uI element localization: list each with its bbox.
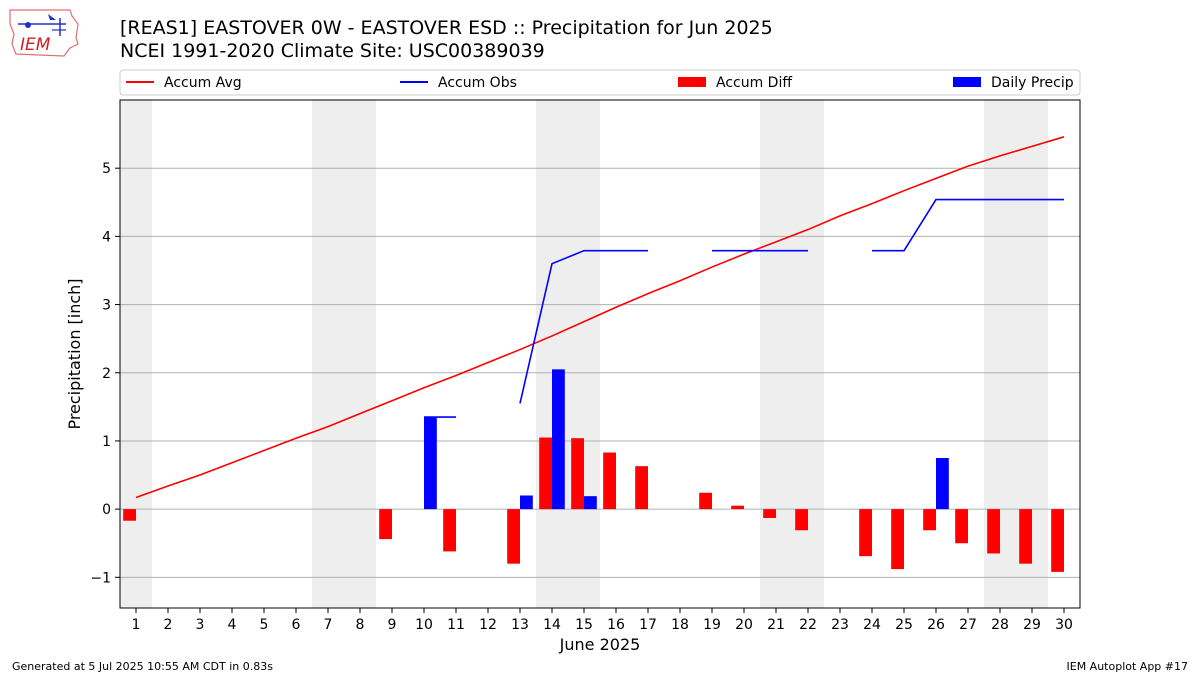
accum-diff-bar [507, 509, 520, 564]
accum-diff-bar [795, 509, 808, 531]
x-tick-label: 1 [132, 617, 141, 633]
x-tick-label: 11 [447, 617, 465, 633]
legend-label: Accum Diff [716, 75, 792, 91]
iem-logo: IEM [6, 4, 82, 64]
x-tick-label: 18 [671, 617, 689, 633]
x-tick-label: 27 [959, 617, 977, 633]
accum-diff-bar [923, 509, 936, 531]
legend-swatch-bar [953, 77, 981, 87]
accum-diff-bar [763, 509, 776, 518]
accum-diff-bar [571, 438, 584, 510]
plot-frame [119, 99, 1081, 609]
accum-diff-bar [699, 492, 712, 510]
x-tick-label: 14 [543, 617, 561, 633]
accum-diff-bar [443, 509, 456, 552]
chart-subtitle: NCEI 1991-2020 Climate Site: USC00389039 [120, 40, 545, 62]
y-tick-label: 4 [102, 229, 111, 245]
chart-title: [REAS1] EASTOVER 0W - EASTOVER ESD :: Pr… [120, 17, 773, 39]
x-tick-label: 24 [863, 617, 881, 633]
x-tick-label: 3 [196, 617, 205, 633]
accum-diff-bar [379, 509, 392, 540]
weekend-band [312, 100, 376, 608]
weekend-band [536, 100, 600, 608]
chart-legend: Accum Avg Accum Obs Accum Diff Daily Precip [119, 69, 1081, 96]
x-tick-label: 17 [639, 617, 657, 633]
accum-diff-bar [987, 509, 1000, 554]
legend-label: Daily Precip [991, 75, 1074, 91]
y-tick-label: 0 [102, 502, 111, 518]
accum-avg-line [135, 136, 1065, 499]
y-tick-label: 5 [102, 161, 111, 177]
accum-diff-bar [1019, 509, 1032, 564]
x-tick-label: 15 [575, 617, 593, 633]
x-tick-label: 20 [735, 617, 753, 633]
x-tick-label: 23 [831, 617, 849, 633]
x-tick-label: 29 [1023, 617, 1041, 633]
x-tick-label: 9 [388, 617, 397, 633]
x-tick-label: 7 [324, 617, 333, 633]
accum-diff-bar [955, 509, 968, 544]
daily-precip-bar [936, 457, 949, 510]
x-tick-label: 19 [703, 617, 721, 633]
accum-diff-bar [123, 509, 136, 521]
x-tick-label: 13 [511, 617, 529, 633]
iem-logo-text: IEM [20, 35, 51, 55]
x-tick-label: 10 [415, 617, 433, 633]
accum-diff-bar [635, 466, 648, 510]
accum-diff-bar [731, 505, 744, 510]
x-tick-label: 4 [228, 617, 237, 633]
daily-precip-bar [552, 369, 565, 510]
legend-box [119, 69, 1081, 96]
accum-diff-bar [859, 509, 872, 557]
weekend-band [760, 100, 824, 608]
daily-precip-bar [584, 496, 597, 510]
generated-footnote: Generated at 5 Jul 2025 10:55 AM CDT in … [12, 660, 273, 673]
y-tick-label: 2 [102, 366, 111, 382]
x-tick-label: 5 [260, 617, 269, 633]
x-tick-label: 30 [1055, 617, 1073, 633]
x-tick-label: 2 [164, 617, 173, 633]
y-tick-label: −1 [90, 570, 111, 586]
accum-diff-bar [1051, 509, 1064, 572]
accum-obs-line [519, 249, 648, 404]
weekend-band [120, 100, 152, 608]
x-tick-label: 22 [799, 617, 817, 633]
accum-diff-bar [603, 452, 616, 510]
y-tick-label: 3 [102, 298, 111, 314]
x-tick-label: 28 [991, 617, 1009, 633]
daily-precip-bar [520, 495, 533, 510]
x-tick-label: 12 [479, 617, 497, 633]
legend-label: Accum Obs [438, 75, 517, 91]
accum-diff-bar [539, 437, 552, 510]
x-tick-label: 21 [767, 617, 785, 633]
x-axis-label: June 2025 [559, 635, 641, 654]
legend-swatch-bar [678, 77, 706, 87]
y-axis-label: Precipitation [inch] [65, 278, 84, 429]
y-tick-label: 1 [102, 434, 111, 450]
x-tick-label: 8 [356, 617, 365, 633]
daily-precip-bar [424, 417, 437, 510]
x-tick-label: 16 [607, 617, 625, 633]
x-tick-label: 6 [292, 617, 301, 633]
accum-diff-bar [891, 509, 904, 570]
accum-obs-line [872, 198, 1064, 252]
x-tick-label: 25 [895, 617, 913, 633]
iem-logo-graphic: IEM [9, 9, 79, 57]
app-footnote: IEM Autoplot App #17 [1066, 660, 1189, 673]
x-tick-label: 26 [927, 617, 945, 633]
legend-label: Accum Avg [164, 75, 242, 91]
